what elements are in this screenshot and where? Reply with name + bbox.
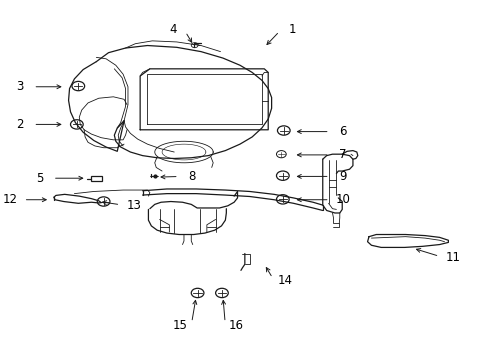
Text: 13: 13 [126,199,141,212]
Text: 1: 1 [288,23,295,36]
Text: 11: 11 [445,251,459,264]
Text: 9: 9 [339,170,346,183]
Text: 8: 8 [188,170,196,183]
Text: 2: 2 [16,118,23,131]
Text: 3: 3 [16,80,23,93]
Text: 15: 15 [173,319,187,332]
Text: 12: 12 [2,193,18,206]
FancyBboxPatch shape [91,176,102,181]
Text: 14: 14 [277,274,292,287]
Text: 7: 7 [339,148,346,161]
Text: 4: 4 [169,23,177,36]
Text: 6: 6 [339,125,346,138]
Text: 16: 16 [228,319,243,332]
Text: 5: 5 [36,172,43,185]
Text: 10: 10 [335,193,350,206]
